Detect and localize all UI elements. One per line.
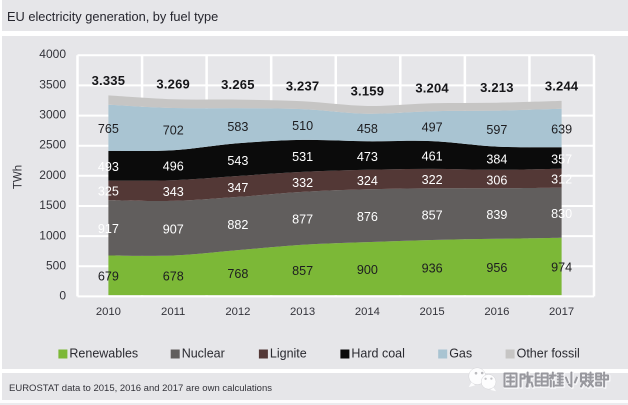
svg-text:1000: 1000 (39, 228, 66, 242)
svg-text:497: 497 (422, 120, 443, 134)
svg-text:Renewables: Renewables (69, 346, 138, 360)
svg-text:2010: 2010 (96, 306, 121, 318)
svg-text:332: 332 (292, 176, 313, 190)
svg-text:2013: 2013 (290, 306, 315, 318)
svg-text:473: 473 (357, 150, 378, 164)
svg-text:0: 0 (59, 289, 66, 303)
svg-text:461: 461 (422, 149, 443, 163)
svg-text:857: 857 (422, 208, 443, 222)
svg-text:2000: 2000 (39, 168, 66, 182)
svg-text:325: 325 (98, 185, 119, 199)
svg-text:458: 458 (357, 122, 378, 136)
svg-text:2014: 2014 (355, 306, 380, 318)
svg-text:882: 882 (227, 218, 248, 232)
svg-text:343: 343 (163, 185, 184, 199)
svg-text:765: 765 (98, 122, 119, 136)
svg-text:543: 543 (227, 154, 248, 168)
svg-text:324: 324 (357, 174, 378, 188)
svg-text:3.244: 3.244 (545, 78, 579, 93)
svg-text:877: 877 (292, 213, 313, 227)
svg-text:876: 876 (357, 210, 378, 224)
svg-text:679: 679 (98, 269, 119, 283)
svg-text:936: 936 (422, 262, 443, 276)
svg-text:907: 907 (163, 223, 184, 237)
svg-text:510: 510 (292, 119, 313, 133)
svg-text:3.213: 3.213 (480, 80, 514, 95)
svg-text:3.335: 3.335 (92, 73, 126, 88)
svg-text:839: 839 (486, 208, 507, 222)
svg-text:3.269: 3.269 (156, 77, 190, 92)
svg-text:322: 322 (422, 173, 443, 187)
svg-text:597: 597 (486, 123, 507, 137)
svg-text:312: 312 (551, 173, 572, 187)
svg-text:Gas: Gas (449, 346, 472, 360)
svg-text:583: 583 (227, 120, 248, 134)
svg-text:357: 357 (551, 152, 572, 166)
svg-text:974: 974 (551, 261, 572, 275)
svg-text:900: 900 (357, 263, 378, 277)
svg-text:3000: 3000 (39, 108, 66, 122)
svg-text:1500: 1500 (39, 198, 66, 212)
svg-text:2500: 2500 (39, 138, 66, 152)
svg-text:4000: 4000 (39, 47, 66, 61)
svg-text:384: 384 (486, 153, 507, 167)
svg-text:857: 857 (292, 264, 313, 278)
svg-text:2016: 2016 (484, 306, 509, 318)
svg-text:Nuclear: Nuclear (182, 346, 225, 360)
svg-text:2015: 2015 (420, 306, 445, 318)
svg-text:917: 917 (98, 222, 119, 236)
svg-text:496: 496 (163, 160, 184, 174)
svg-text:3.237: 3.237 (286, 79, 320, 94)
svg-text:TWh: TWh (13, 165, 25, 189)
svg-text:639: 639 (551, 122, 572, 136)
svg-text:Other fossil: Other fossil (517, 346, 580, 360)
svg-text:956: 956 (486, 261, 507, 275)
svg-text:500: 500 (46, 259, 66, 273)
svg-text:2011: 2011 (161, 306, 185, 318)
svg-text:Lignite: Lignite (270, 346, 307, 360)
svg-text:830: 830 (551, 207, 572, 221)
svg-text:Hard coal: Hard coal (351, 346, 405, 360)
svg-text:3500: 3500 (39, 77, 66, 91)
svg-text:2017: 2017 (549, 306, 574, 318)
svg-text:306: 306 (486, 173, 507, 187)
svg-text:347: 347 (227, 181, 248, 195)
svg-text:3.159: 3.159 (351, 83, 385, 98)
svg-text:2012: 2012 (225, 306, 250, 318)
svg-text:3.265: 3.265 (221, 77, 255, 92)
svg-text:3.204: 3.204 (415, 81, 449, 96)
svg-text:768: 768 (227, 267, 248, 281)
svg-text:702: 702 (163, 123, 184, 137)
svg-text:678: 678 (163, 270, 184, 284)
svg-text:493: 493 (98, 160, 119, 174)
svg-text:531: 531 (292, 150, 313, 164)
